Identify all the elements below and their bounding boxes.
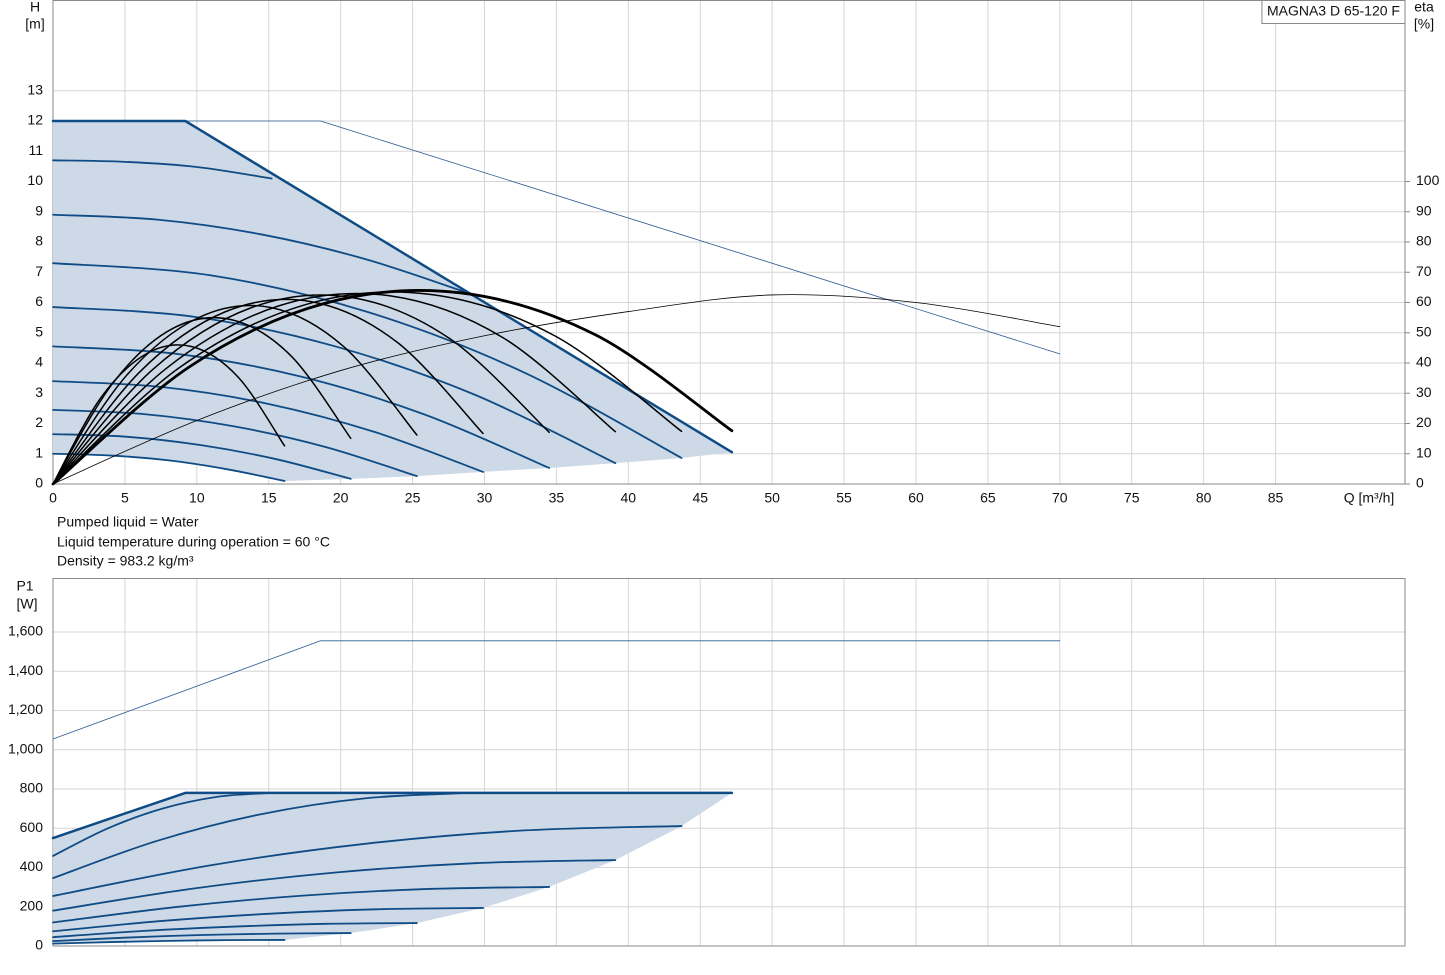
h-axis-unit: [m] [25,16,44,32]
curve [52,292,617,485]
note: Liquid temperature during operation = 60… [57,534,330,550]
y-tick-label: 2 [35,414,43,430]
chart-0: 0123456789101112130102030405060708090100… [27,0,1440,506]
y2-tick-label: 60 [1416,293,1432,309]
y-tick-label: 600 [20,819,44,835]
y-tick-label: 9 [35,202,43,218]
y2-tick-label: 10 [1416,444,1432,460]
y-tick-label: 1 [35,444,43,460]
x-tick-label: 40 [621,490,637,506]
curve [51,289,734,486]
note: Pumped liquid = Water [57,514,199,530]
curve [52,452,286,482]
curve [51,791,734,840]
curve [52,344,286,485]
x-tick-label: 0 [49,490,57,506]
y2-tick-label: 100 [1416,172,1440,188]
y2-tick-label: 70 [1416,263,1432,279]
product-label: MAGNA3 D 65-120 F [1267,3,1400,19]
chart-1: 0 200 400 600 800 1,000 1,200 1,400 1,600 [8,578,1406,953]
x-tick-label: 20 [333,490,349,506]
curve [52,294,550,485]
curve [52,294,1061,485]
x-tick-label: 15 [261,490,277,506]
y-tick-label: 1,000 [8,740,43,756]
curve [52,640,1061,740]
x-tick-label: 80 [1196,490,1212,506]
x-tick-label: 85 [1268,490,1284,506]
curve [52,886,551,924]
y-tick-label: 7 [35,263,43,279]
y-tick-label: 800 [20,780,44,796]
x-tick-label: 30 [477,490,493,506]
y2-tick-label: 50 [1416,323,1432,339]
x-tick-label: 65 [980,490,996,506]
y2-tick-label: 0 [1416,475,1424,491]
y-tick-label: 1,400 [8,662,43,678]
x-tick-label: 45 [692,490,708,506]
x-tick-label: 50 [764,490,780,506]
q-axis-label: Q [m³/h] [1344,490,1395,506]
product-label-box [1261,0,1406,24]
curve [52,792,273,857]
curve [52,213,472,295]
y-tick-label: 3 [35,384,43,400]
curve [52,932,352,942]
y-tick-label: 4 [35,354,43,370]
y2-tick-label: 40 [1416,354,1432,370]
curve [52,792,472,879]
curve [52,939,286,945]
y-tick-label: 6 [35,293,43,309]
note: Density = 983.2 kg/m³ [57,553,194,569]
curve [51,119,734,454]
eta-axis-unit: [%] [1414,16,1434,32]
x-tick-label: 55 [836,490,852,506]
x-tick-label: 10 [189,490,205,506]
plot-frame [52,578,1406,947]
curve [52,907,484,933]
y-tick-label: 200 [20,897,44,913]
y2-tick-label: 90 [1416,202,1432,218]
x-tick-label: 25 [405,490,421,506]
curve [52,159,273,180]
y-tick-label: 0 [35,475,43,491]
x-tick-label: 75 [1124,490,1140,506]
y2-tick-label: 30 [1416,384,1432,400]
y-tick-label: 5 [35,323,43,339]
curve [52,380,484,473]
y-tick-label: 1,600 [8,623,43,639]
eta-axis-label: eta [1414,0,1434,15]
curve [52,408,418,478]
y-tick-label: 12 [27,112,43,128]
curve [52,825,683,897]
y-tick-label: 400 [20,858,44,874]
h-axis-label: H [30,0,40,15]
y-tick-label: 1,200 [8,701,43,717]
x-tick-label: 5 [121,490,129,506]
y-tick-label: 10 [27,172,43,188]
x-tick-label: 35 [549,490,565,506]
p1-axis-label: P1 [16,578,33,594]
y-tick-label: 8 [35,233,43,249]
y-tick-label: 0 [35,937,43,953]
x-tick-label: 60 [908,490,924,506]
curve [52,306,617,465]
y-tick-label: 13 [27,81,43,97]
y-tick-label: 11 [28,142,43,158]
curve [52,316,352,485]
curve [52,291,683,485]
curve [52,859,617,912]
y2-tick-label: 80 [1416,233,1432,249]
curve [52,304,418,485]
curve [52,298,484,485]
y2-tick-label: 20 [1416,414,1432,430]
curve [52,922,418,939]
p1-axis-unit: [W] [17,596,38,612]
x-tick-label: 70 [1052,490,1068,506]
curve [52,345,551,469]
